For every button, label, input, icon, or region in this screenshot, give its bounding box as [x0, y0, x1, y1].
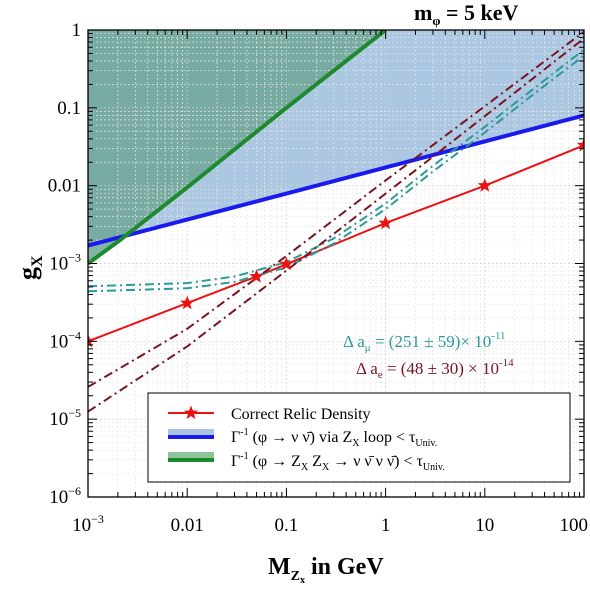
- y-tick-label: 0.01: [48, 176, 81, 197]
- x-tick-label: 0.01: [171, 515, 204, 536]
- x-tick-label: 10: [475, 515, 494, 536]
- series-line-6: [88, 37, 584, 413]
- legend-entry-loop: Γ-1 (φ → ν ν̄) via ZX loop < τUniv.: [168, 427, 437, 449]
- plot-area: [88, 30, 584, 497]
- annotation-amu: Δ aμ = (251 ± 59)× 10-11: [343, 330, 506, 354]
- series-line-3: [88, 48, 584, 288]
- series-line-2: [88, 30, 387, 266]
- chart-title: mφ = 5 keV: [414, 0, 518, 28]
- relic-star-marker: [249, 269, 264, 283]
- relic-star-marker: [279, 256, 294, 271]
- legend-relic-star: [183, 405, 199, 420]
- x-tick-labels: 10−3 0.01 0.1 1 10 100: [72, 512, 588, 536]
- legend-entry-relic: Correct Relic Density: [168, 405, 371, 423]
- y-axis-title: gX: [13, 255, 46, 280]
- legend-zz-label: Γ-1 (φ → ZX ZX → ν ν̄ ν ν̄) < τUniv.: [231, 451, 445, 473]
- y-tick-label: 1: [72, 20, 82, 41]
- relic-star-marker: [88, 333, 96, 348]
- legend-box: [147, 392, 571, 483]
- relic-star-marker: [477, 178, 492, 192]
- legend: Correct Relic Density Γ-1 (φ → ν ν̄) via…: [147, 392, 571, 483]
- y-tick-label: 10−6: [49, 484, 81, 508]
- relic-star-marker: [180, 295, 195, 310]
- y-tick-labels: 10−6 10−5 10−4 10−3 0.01 0.1 1: [48, 20, 81, 508]
- legend-entry-zz: Γ-1 (φ → ZX ZX → ν ν̄ ν ν̄) < τUniv.: [168, 451, 445, 473]
- x-tick-label: 1: [381, 515, 391, 536]
- x-tick-label: 0.1: [275, 515, 299, 536]
- y-tick-label: 10−4: [49, 328, 81, 352]
- x-tick-label: 10−3: [72, 512, 104, 536]
- legend-loop-band: [168, 429, 214, 439]
- region-fills: [88, 30, 584, 264]
- x-tick-label: 100: [560, 515, 589, 536]
- legend-relic-label: Correct Relic Density: [231, 406, 371, 423]
- y-tick-label: 10−3: [49, 251, 81, 275]
- legend-loop-label: Γ-1 (φ → ν ν̄) via ZX loop < τUniv.: [231, 427, 437, 449]
- series-line-5: [88, 30, 584, 388]
- relic-star-marker: [378, 215, 393, 230]
- series-line-1: [88, 113, 584, 248]
- y-tick-label: 10−5: [49, 406, 81, 430]
- x-axis-title: MZx in GeV: [268, 554, 384, 586]
- annotation-ae: Δ ae = (48 ± 30) × 10-14: [356, 357, 514, 381]
- relic-star-marker: [576, 137, 584, 152]
- legend-zz-band: [168, 452, 214, 462]
- y-tick-label: 0.1: [57, 98, 81, 119]
- axis-ticks: [87, 30, 584, 498]
- series-markers: [88, 137, 584, 348]
